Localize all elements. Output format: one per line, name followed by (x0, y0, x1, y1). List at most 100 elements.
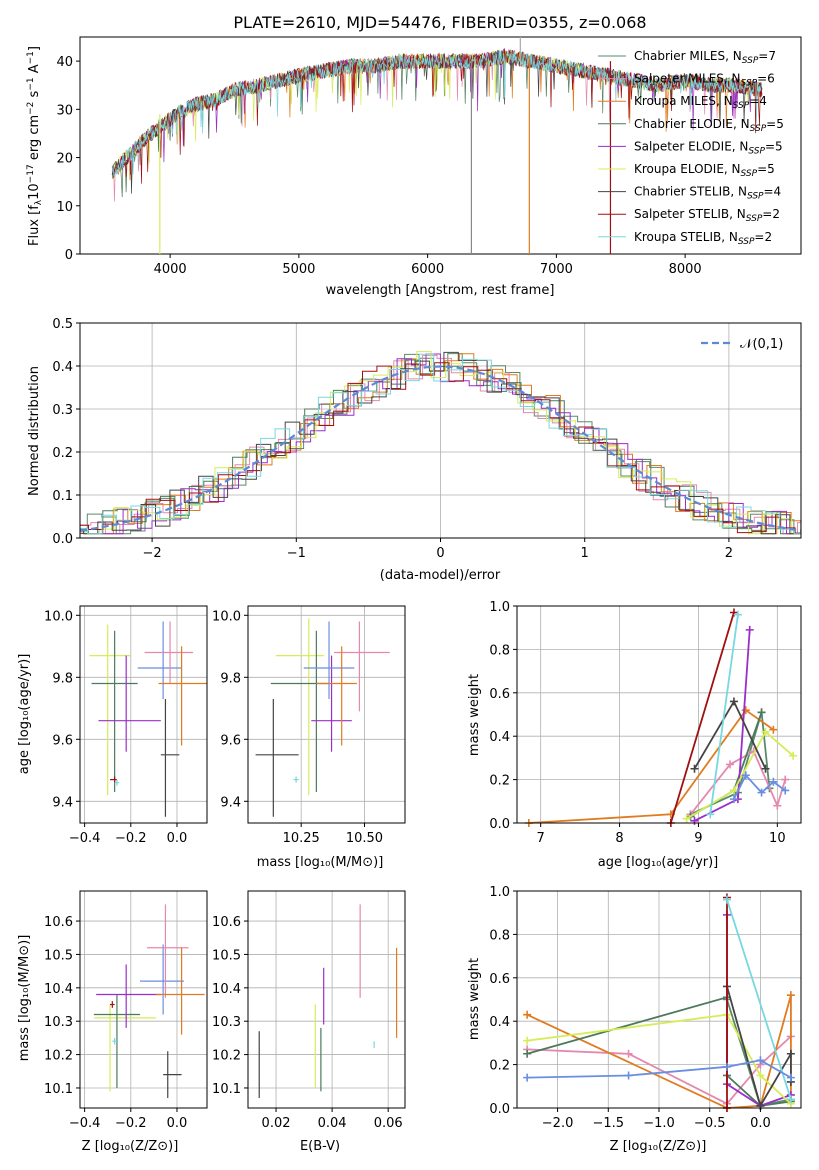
mwage-marker (761, 727, 770, 736)
mwZ-content (523, 893, 795, 1112)
mwZ-marker (624, 1071, 633, 1080)
agemass-point (270, 630, 330, 792)
mwZ-xlabel: Z [log₁₀(Z/Z⊙)] (610, 1139, 707, 1154)
mass-vs-ebv-panel: 0.02 0.04 0.06 10.1 10.2 10.3 10.4 10.5 10.6 (212, 890, 406, 1131)
residual-xtick-label: 2 (725, 546, 733, 561)
spectrum-xtick-label: 7000 (540, 262, 573, 277)
massebv-ytick-label: 10.6 (212, 915, 241, 930)
massZ-point (156, 947, 205, 1035)
mwZ-xtick-label: −1.0 (643, 1116, 675, 1131)
mwZ-marker (523, 1049, 532, 1058)
ageZ-point (158, 646, 207, 746)
mwage-series-line (686, 730, 794, 820)
mwZ-ytick-label: 0.8 (489, 928, 510, 943)
mwage-marker (789, 751, 798, 760)
massebv-frame (247, 890, 406, 1109)
mwage-ytick-label: 0.8 (489, 643, 510, 658)
mwZ-marker (756, 1056, 765, 1065)
mwZ-series-line (726, 899, 792, 1100)
mwage-marker (741, 706, 750, 715)
massZ-point (93, 1004, 157, 1092)
massZ-xtick-label: −0.4 (69, 1116, 101, 1131)
agemass-xlabel: mass [log₁₀(M/M⊙)] (257, 855, 384, 870)
mwage-marker (761, 764, 770, 773)
spectrum-ytick-label: 20 (56, 152, 73, 167)
residual-ytick-label: 0.4 (52, 360, 73, 375)
massebv-ytick-label: 10.3 (212, 1015, 241, 1030)
spectrum-ytick-label: 40 (56, 55, 73, 70)
mwZ-marker (756, 1071, 765, 1080)
residual-histogram (80, 351, 802, 535)
residual-ytick-label: 0.1 (52, 489, 73, 504)
mwZ-series (523, 1056, 795, 1082)
mass-vs-Z-panel: −0.4 −0.2 0.0 10.1 10.2 10.3 10.4 10.5 10.6 (44, 890, 208, 1131)
mwZ-marker (523, 1073, 532, 1082)
spectrum-series-line (112, 49, 763, 180)
spectrum-panel: 4000 5000 6000 7000 8000 0 10 20 30 40 wavelengt… (26, 36, 802, 298)
agemass-point (255, 699, 299, 817)
massebv-ytick-label: 10.4 (212, 982, 241, 997)
agemass-content (255, 618, 390, 817)
residual-xtick-label: −2 (143, 546, 162, 561)
mwZ-xtick-label: −0.5 (694, 1116, 726, 1131)
residual-ylabel: Normed distribution (27, 366, 42, 496)
massZ-ytick-label: 10.5 (44, 948, 73, 963)
mwZ-marker (722, 895, 731, 904)
mwage-marker (690, 816, 699, 825)
age-vs-Z-panel: −0.4 −0.2 0.0 9.4 9.6 9.8 10.0 (44, 605, 208, 846)
mwage-xlabel: age [log₁₀(age/yr)] (598, 855, 719, 870)
mwage-series (729, 771, 790, 804)
massZ-ytick-label: 10.6 (44, 915, 73, 930)
massebv-ytick-label: 10.5 (212, 948, 241, 963)
ageZ-frame (79, 605, 208, 824)
mwage-marker (757, 708, 766, 717)
ageZ-ytick-label: 10.0 (44, 609, 73, 624)
spectrum-xtick-label: 5000 (282, 262, 315, 277)
mwZ-series-line (726, 914, 792, 1107)
agemass-ytick-label: 9.6 (220, 733, 241, 748)
spectrum-legend-label: Salpeter MILES, NSSP=6 (634, 72, 775, 89)
ageZ-point (98, 655, 161, 752)
spectrum-lines (111, 37, 763, 254)
mwage-ytick-label: 0.2 (489, 774, 510, 789)
spectrum-legend-label: Kroupa ELODIE, NSSP=5 (634, 162, 775, 179)
spectrum-series-line (111, 50, 763, 178)
massZ-point (146, 904, 189, 998)
massZ-point (112, 1037, 117, 1045)
normal-legend-label: 𝒩(0,1) (740, 337, 783, 352)
agemass-point (316, 646, 357, 746)
mwage-frame (516, 605, 802, 824)
mwage-xtick-label: 10 (769, 831, 786, 846)
massZ-frame (79, 890, 208, 1109)
massweight-vs-Z-panel: −2.0 −1.5 −1.0 −0.5 0.0 0.0 0.2 0.4 0.6 0.8 1.0 (489, 885, 802, 1131)
agemass-point (293, 776, 299, 783)
residual-histogram (80, 359, 802, 535)
mwZ-ytick-label: 0.4 (489, 1015, 510, 1030)
massebv-xlabel: E(B-V) (300, 1139, 340, 1154)
mwage-series (682, 727, 798, 823)
spectrum-xlabel: wavelength [Angstrom, rest frame] (326, 283, 555, 298)
agemass-xtick-label: 10.50 (346, 831, 383, 846)
mwZ-marker (624, 1049, 633, 1058)
massZ-xlabel: Z [log₁₀(Z/Z⊙)] (82, 1139, 179, 1154)
massZ-point (110, 1001, 115, 1008)
spectrum-yticks: 0 10 20 30 40 (56, 55, 80, 263)
massZ-xtick-label: 0.0 (167, 1116, 188, 1131)
spectrum-xtick-label: 4000 (154, 262, 187, 277)
mwage-xtick-label: 9 (694, 831, 702, 846)
ageZ-point (89, 624, 131, 796)
normal-curve (79, 365, 802, 532)
massweight-vs-age-panel: 7 8 9 10 0.0 0.2 0.4 0.6 0.8 1.0 (489, 600, 802, 846)
spectrum-legend: Chabrier MILES, NSSP=7 Salpeter MILES, NS… (598, 49, 784, 247)
mwage-marker (733, 610, 742, 619)
mwZ-xtick-label: −2.0 (542, 1116, 574, 1131)
residual-ytick-label: 0.0 (52, 532, 73, 547)
spectrum-ytick-label: 30 (56, 103, 73, 118)
mwage-xtick-label: 8 (615, 831, 623, 846)
mwage-marker (682, 814, 691, 823)
mwage-series-line (709, 614, 739, 815)
mwage-marker (781, 775, 790, 784)
agemass-ytick-label: 9.4 (220, 795, 241, 810)
massZ-point (96, 964, 161, 1028)
mwage-marker (729, 786, 738, 795)
